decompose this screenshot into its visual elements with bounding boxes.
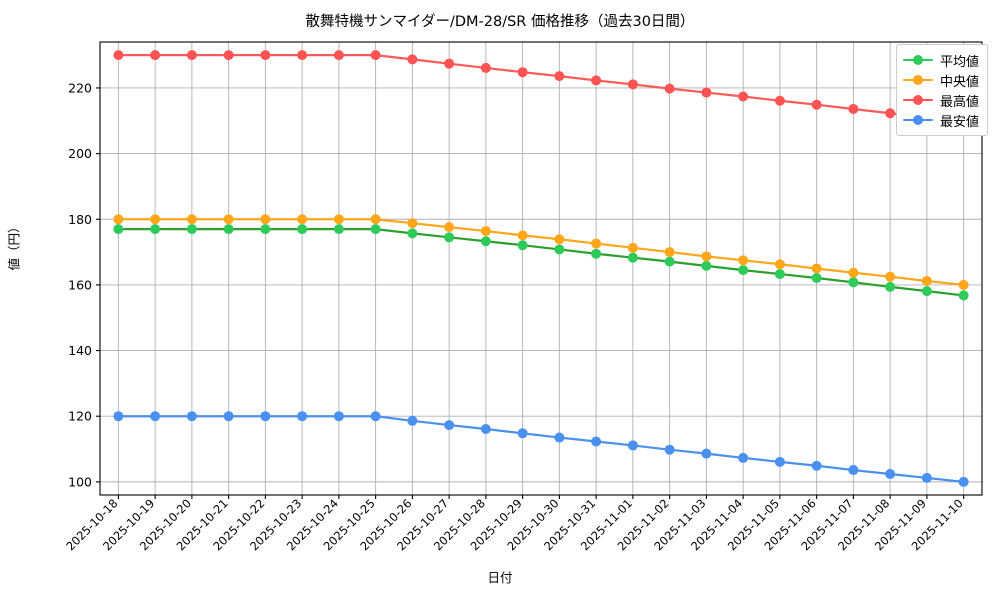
y-axis-label: 値（円） — [6, 220, 22, 271]
chart-title: 散舞特機サンマイダー/DM-28/SR 価格推移（過去30日間） — [305, 14, 695, 30]
legend-line-marker-icon — [902, 53, 933, 67]
legend-label-max: 最高値 — [939, 94, 979, 110]
svg-text:220: 220 — [68, 80, 92, 95]
legend-item-average[interactable]: 平均値 — [902, 50, 979, 70]
legend-label-median: 中央値 — [939, 74, 979, 90]
legend-item-max[interactable]: 最高値 — [902, 90, 979, 110]
legend-item-min[interactable]: 最安値 — [902, 110, 979, 130]
legend-line-marker-icon — [902, 113, 933, 127]
svg-text:120: 120 — [68, 409, 92, 424]
legend-label-min: 最安値 — [939, 114, 979, 130]
x-axis-label: 日付 — [487, 570, 513, 585]
chart-legend: 平均値 中央値 最高値 最安値 — [895, 44, 988, 136]
legend-label-average: 平均値 — [939, 54, 979, 70]
svg-text:200: 200 — [68, 146, 92, 161]
legend-item-median[interactable]: 中央値 — [902, 70, 979, 90]
svg-text:160: 160 — [68, 277, 92, 292]
svg-text:100: 100 — [68, 474, 92, 489]
svg-text:180: 180 — [68, 212, 92, 227]
legend-line-marker-icon — [902, 73, 933, 87]
svg-text:140: 140 — [68, 343, 92, 358]
legend-line-marker-icon — [902, 93, 933, 107]
